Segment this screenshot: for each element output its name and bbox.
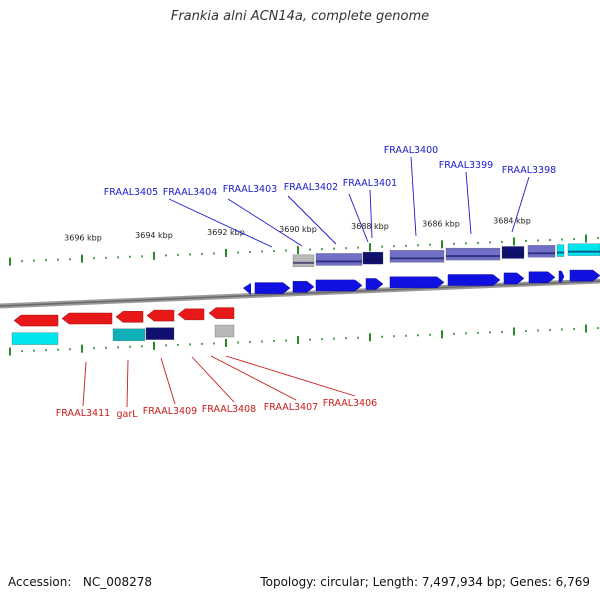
upper-feature-block [362, 251, 384, 265]
upper-feature-stripe [293, 261, 314, 264]
ruler-label: 3694 kbp [135, 231, 173, 240]
reverse-gene-arrow [177, 308, 205, 321]
upper-feature-stripe [568, 250, 600, 253]
forward-label-leader [410, 156, 417, 237]
ruler-label: 3688 kbp [351, 222, 389, 231]
forward-gene-label: FRAAL3403 [223, 184, 277, 195]
reverse-gene-label: FRAAL3406 [323, 398, 377, 409]
genome-summary: Topology: circular; Length: 7,497,934 bp… [260, 575, 590, 589]
forward-gene-arrow [569, 269, 600, 282]
reverse-gene-arrow [208, 307, 235, 319]
lower-feature-block [214, 324, 235, 338]
forward-gene-label: FRAAL3402 [284, 182, 338, 193]
upper-feature-block [501, 246, 525, 259]
forward-gene-label: FRAAL3399 [439, 160, 493, 171]
ruler-label: 3692 kbp [207, 228, 245, 237]
reverse-label-leader [82, 361, 87, 407]
ruler-label: 3686 kbp [422, 219, 460, 228]
upper-feature-block [567, 243, 600, 256]
genes-value: 6,769 [555, 575, 590, 589]
forward-gene-arrow [503, 272, 525, 285]
map-title: Frankia alni ACN14a, complete genome [170, 9, 430, 24]
forward-gene-arrow [254, 282, 291, 294]
upper-feature-block [556, 244, 565, 257]
reverse-gene-label: FRAAL3407 [264, 402, 318, 413]
topology-label: Topology: [260, 575, 317, 589]
upper-feature-stripe [502, 253, 524, 256]
forward-label-leader [369, 189, 373, 239]
reverse-gene-arrow [61, 312, 113, 325]
forward-gene-arrow [558, 270, 565, 283]
forward-gene-arrow [389, 276, 445, 289]
reverse-label-leader [191, 356, 235, 403]
lower-feature-block [112, 328, 146, 341]
forward-gene-label: FRAAL3400 [384, 145, 438, 156]
forward-gene-label: FRAAL3398 [502, 165, 556, 176]
forward-label-leader [287, 195, 337, 245]
upper-feature-block [389, 250, 445, 263]
reverse-label-leader [126, 359, 129, 408]
reverse-gene-arrow [115, 311, 144, 323]
upper-feature-stripe [557, 251, 564, 254]
forward-gene-arrow [292, 281, 315, 293]
genes-label: Genes: [509, 575, 552, 589]
forward-gene-arrow [243, 283, 251, 295]
forward-label-leader [465, 171, 472, 235]
reverse-label-leader [210, 355, 297, 401]
length-label: Length: [372, 575, 419, 589]
upper-feature-stripe [528, 252, 555, 255]
reverse-gene-label: FRAAL3411 [56, 408, 110, 419]
length-value: 7,497,934 bp [421, 575, 502, 589]
upper-feature-block [527, 245, 556, 258]
forward-label-leader [511, 176, 530, 233]
upper-feature-block [315, 253, 363, 266]
upper-feature-block [445, 247, 501, 261]
upper-feature-stripe [363, 259, 383, 262]
lower-feature-block [11, 332, 59, 345]
reverse-gene-label: FRAAL3409 [143, 406, 197, 417]
forward-gene-arrow [528, 271, 556, 284]
ruler-label: 3684 kbp [493, 217, 531, 226]
accession-text: Accession: NC_008278 [8, 575, 152, 589]
upper-feature-stripe [316, 260, 362, 263]
reverse-label-leader [160, 357, 176, 405]
forward-label-leader [227, 198, 303, 247]
forward-gene-label: FRAAL3404 [163, 187, 217, 198]
forward-gene-arrow [365, 278, 384, 290]
upper-feature-stripe [390, 257, 444, 260]
forward-gene-label: FRAAL3401 [343, 178, 397, 189]
genome-backbone-core [0, 280, 600, 307]
lower-feature-block [145, 327, 175, 340]
ruler-label: 3690 kbp [279, 225, 317, 234]
reverse-gene-label: FRAAL3408 [202, 404, 256, 415]
upper-feature-block [292, 254, 315, 268]
forward-gene-arrow [447, 274, 501, 286]
forward-label-leader [348, 193, 369, 243]
ruler-label: 3696 kbp [64, 234, 102, 243]
topology-value: circular [320, 575, 365, 589]
reverse-gene-arrow [13, 314, 59, 327]
reverse-gene-arrow [146, 309, 175, 322]
accession-value: NC_008278 [82, 575, 153, 589]
accession-label: Accession: [8, 575, 72, 589]
forward-label-leader [168, 198, 273, 248]
reverse-label-leader [225, 355, 356, 397]
forward-gene-arrow [315, 279, 363, 292]
upper-feature-stripe [446, 255, 500, 258]
forward-gene-label: FRAAL3405 [104, 187, 158, 198]
reverse-gene-label: garL [116, 409, 138, 420]
